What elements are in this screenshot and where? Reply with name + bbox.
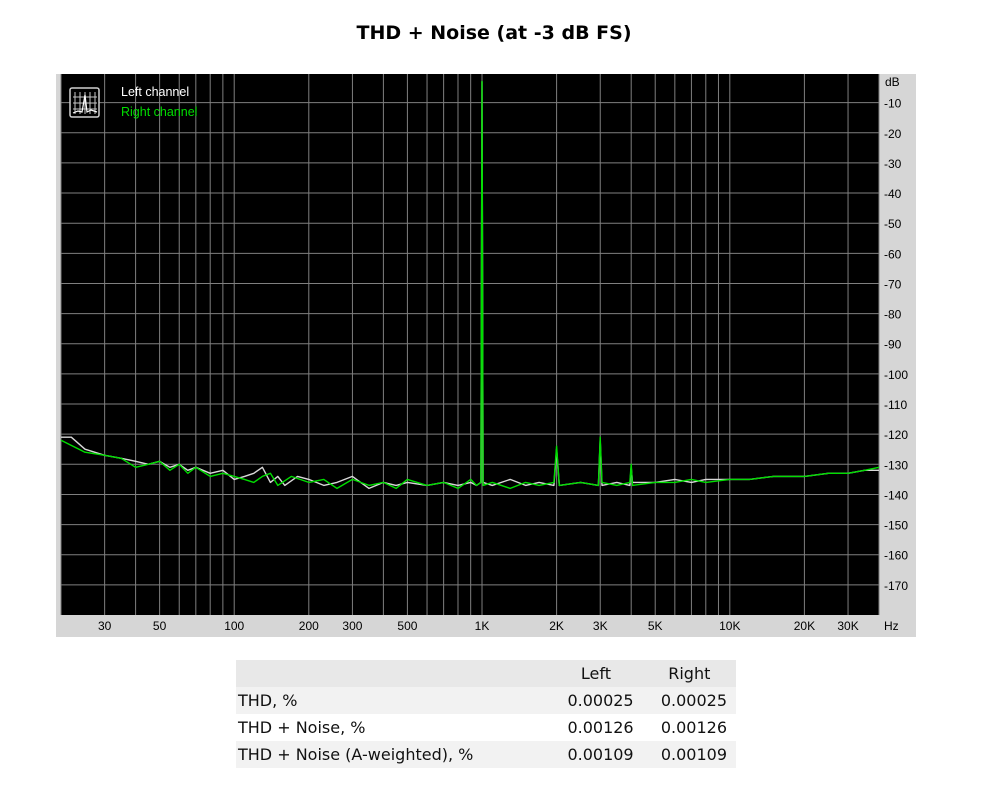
legend-right-channel: Right channel	[121, 105, 197, 119]
y-tick-label: -170	[884, 579, 908, 593]
row-label: THD, %	[238, 691, 298, 710]
y-tick-label: -60	[884, 247, 902, 261]
row-right-value: 0.00126	[660, 718, 727, 737]
table-row: THD + Noise (A-weighted), % 0.00109 0.00…	[236, 741, 736, 768]
series-lines	[60, 80, 880, 490]
y-tick-label: -100	[884, 368, 908, 382]
series-line-right	[60, 80, 880, 490]
y-tick-label: -120	[884, 428, 908, 442]
row-left-value: 0.00025	[567, 691, 634, 710]
table-row: THD + Noise, % 0.00126 0.00126	[236, 714, 736, 741]
legend-left-channel: Left channel	[121, 85, 189, 99]
spectrum-chart: dB -10 -20 -30 -40 -50 -60 -70 -80 -90 -100 -110 -12…	[60, 74, 908, 633]
table-header-label	[236, 660, 549, 687]
results-table: Left Right THD, % 0.00025 0.00025 THD + …	[236, 660, 736, 768]
x-tick-label: 30K	[837, 619, 858, 633]
y-tick-label: -70	[884, 277, 902, 291]
legend: Left channel Right channel	[69, 85, 197, 119]
row-right-value: 0.00109	[660, 745, 727, 764]
y-tick-label: -90	[884, 338, 902, 352]
x-tick-label: 1K	[475, 619, 490, 633]
x-tick-label: 100	[224, 619, 244, 633]
x-tick-label: 300	[342, 619, 362, 633]
x-tick-label: 50	[153, 619, 167, 633]
table-row: THD, % 0.00025 0.00025	[236, 687, 736, 714]
row-label: THD + Noise (A-weighted), %	[238, 745, 474, 764]
x-unit-label: Hz	[884, 619, 899, 633]
chart-title: THD + Noise (at -3 dB FS)	[356, 22, 632, 44]
x-tick-label: 30	[98, 619, 112, 633]
y-tick-label: -20	[884, 127, 902, 141]
x-axis: 30 50 100 200 300 500 1K 2K 3K 5K 10K 20K 30K Hz	[98, 619, 899, 633]
y-tick-label: -140	[884, 488, 908, 502]
x-tick-label: 3K	[593, 619, 608, 633]
y-axis: dB -10 -20 -30 -40 -50 -60 -70 -80 -90 -100 -110 -12…	[884, 75, 908, 593]
x-tick-label: 20K	[794, 619, 815, 633]
row-left-value: 0.00126	[567, 718, 634, 737]
y-tick-label: -160	[884, 549, 908, 563]
table-header-row: Left Right	[236, 660, 736, 687]
y-unit-label: dB	[885, 75, 900, 89]
x-tick-label: 2K	[549, 619, 564, 633]
y-tick-label: -10	[884, 97, 902, 111]
row-label: THD + Noise, %	[238, 718, 366, 737]
y-tick-label: -40	[884, 187, 902, 201]
x-tick-label: 200	[299, 619, 319, 633]
x-tick-label: 500	[397, 619, 417, 633]
grid-lines	[60, 74, 880, 615]
spectrum-icon	[72, 92, 98, 114]
y-tick-label: -30	[884, 157, 902, 171]
y-tick-label: -130	[884, 458, 908, 472]
table-header-right: Right	[668, 664, 711, 683]
series-line-left	[61, 80, 879, 490]
table-header-left: Left	[580, 664, 611, 683]
y-tick-label: -150	[884, 519, 908, 533]
y-tick-label: -110	[884, 398, 907, 412]
chart-frame: dB -10 -20 -30 -40 -50 -60 -70 -80 -90 -100 -110 -12…	[56, 74, 916, 637]
plot-area	[61, 74, 879, 615]
y-tick-label: -80	[884, 308, 902, 322]
x-tick-label: 10K	[719, 619, 740, 633]
row-right-value: 0.00025	[660, 691, 727, 710]
x-tick-label: 5K	[648, 619, 663, 633]
y-tick-label: -50	[884, 217, 902, 231]
row-left-value: 0.00109	[567, 745, 634, 764]
